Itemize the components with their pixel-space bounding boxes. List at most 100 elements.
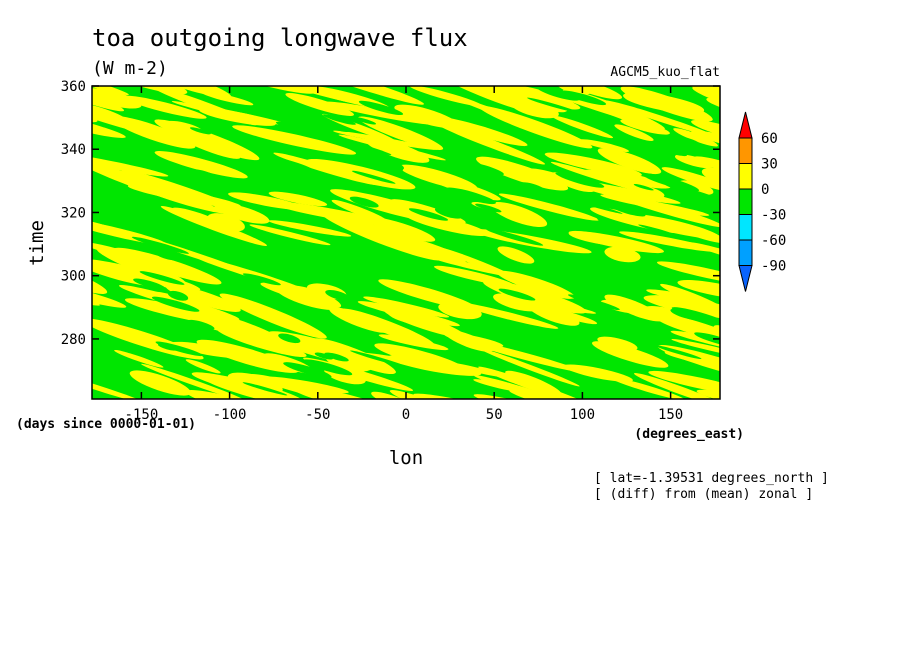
positive-streak — [719, 291, 720, 317]
positive-streak — [634, 373, 720, 399]
positive-streak — [591, 341, 669, 368]
negative-streak — [333, 138, 392, 156]
colorbar-label: -30 — [761, 208, 786, 224]
positive-streak — [568, 231, 625, 246]
x-axis: -150 -100 -50 0 50 100 150 — [125, 86, 683, 423]
negative-streak — [485, 228, 544, 246]
colorbar-label: -90 — [761, 259, 786, 275]
positive-streak — [625, 213, 720, 239]
positive-streak — [148, 190, 229, 214]
positive-streak — [620, 119, 670, 135]
positive-streak — [498, 193, 599, 221]
y-axis-units: (days since 0000-01-01) — [16, 417, 196, 432]
negative-streak — [303, 231, 349, 245]
positive-streak — [122, 95, 207, 119]
negative-streak — [350, 350, 406, 367]
negative-streak — [567, 294, 620, 311]
positive-streak — [434, 121, 546, 165]
x-tick-label: 50 — [486, 407, 503, 423]
positive-streak — [656, 261, 720, 286]
chart-title: toa outgoing longwave flux — [92, 24, 468, 52]
negative-streak — [314, 352, 334, 360]
positive-streak — [92, 88, 142, 109]
y-axis: 280 300 320 340 360 — [61, 79, 720, 348]
negative-streak — [537, 86, 580, 101]
positive-streak — [228, 192, 304, 210]
positive-streak — [746, 326, 810, 346]
positive-streak — [329, 307, 390, 333]
positive-streak — [219, 293, 327, 339]
negative-streak — [669, 135, 702, 148]
negative-streak — [597, 218, 623, 227]
negative-streak — [131, 236, 189, 254]
positive-streak — [626, 184, 665, 199]
positive-streak — [597, 148, 662, 175]
positive-streak — [718, 364, 720, 399]
positive-streak — [460, 86, 581, 110]
positive-streak — [374, 343, 467, 372]
negative-streak — [303, 359, 353, 376]
negative-streak — [278, 333, 301, 344]
x-tick-label: -150 — [125, 407, 159, 423]
negative-streak — [694, 332, 720, 348]
positive-streak — [92, 86, 125, 112]
positive-streak — [652, 313, 720, 342]
negative-streak — [190, 169, 218, 180]
positive-streak — [648, 370, 720, 396]
positive-streak — [725, 278, 806, 304]
positive-streak — [476, 156, 569, 191]
x-tick-label: 100 — [570, 407, 595, 423]
negative-streak — [609, 204, 646, 217]
positive-streak — [154, 151, 248, 179]
negative-streak — [242, 382, 288, 396]
positive-streak — [191, 372, 303, 399]
positive-streak — [285, 93, 354, 116]
colorbar-label: 60 — [761, 131, 778, 147]
negative-streak — [434, 207, 463, 219]
negative-streak — [189, 127, 211, 135]
negative-streak — [670, 308, 702, 321]
positive-streak — [713, 325, 720, 367]
y-tick-label: 300 — [61, 269, 86, 285]
positive-streak — [483, 280, 587, 314]
positive-streak — [365, 138, 430, 163]
positive-streak — [232, 125, 357, 155]
negative-streak — [548, 189, 592, 203]
colorbar: 60 30 0 -30 -60 -90 — [738, 111, 786, 292]
positive-streak — [505, 370, 562, 396]
positive-streak — [439, 47, 528, 92]
negative-streak — [372, 157, 405, 170]
x-axis-label: lon — [389, 447, 423, 469]
positive-streak — [694, 160, 720, 174]
positive-streak — [448, 94, 560, 136]
positive-streak — [174, 130, 241, 159]
positive-streak — [597, 336, 638, 351]
positive-streak — [165, 284, 241, 312]
colorbar-label: 0 — [761, 182, 769, 198]
positive-streak — [609, 377, 685, 399]
positive-streak — [493, 293, 541, 312]
positive-streak — [43, 371, 88, 397]
positive-streak — [711, 387, 720, 399]
negative-streak — [518, 333, 569, 350]
negative-streak — [445, 187, 496, 205]
negative-streak — [155, 341, 203, 357]
positive-streak — [18, 165, 86, 194]
positive-streak — [673, 128, 718, 147]
y-tick-label: 280 — [61, 332, 86, 348]
negative-streak — [324, 352, 349, 362]
negative-streak — [133, 278, 166, 290]
y-axis-label: time — [26, 220, 48, 266]
positive-streak — [600, 194, 710, 216]
positive-streak — [600, 299, 643, 314]
positive-streak — [92, 259, 102, 291]
positive-streak — [664, 351, 720, 370]
negative-streak — [283, 362, 332, 378]
positive-streak — [712, 331, 720, 357]
negative-streak — [696, 197, 720, 210]
negative-streak — [642, 173, 700, 192]
positive-streak — [544, 152, 642, 177]
negative-streak — [565, 197, 623, 214]
negative-streak — [155, 251, 178, 261]
positive-streak — [92, 280, 127, 308]
